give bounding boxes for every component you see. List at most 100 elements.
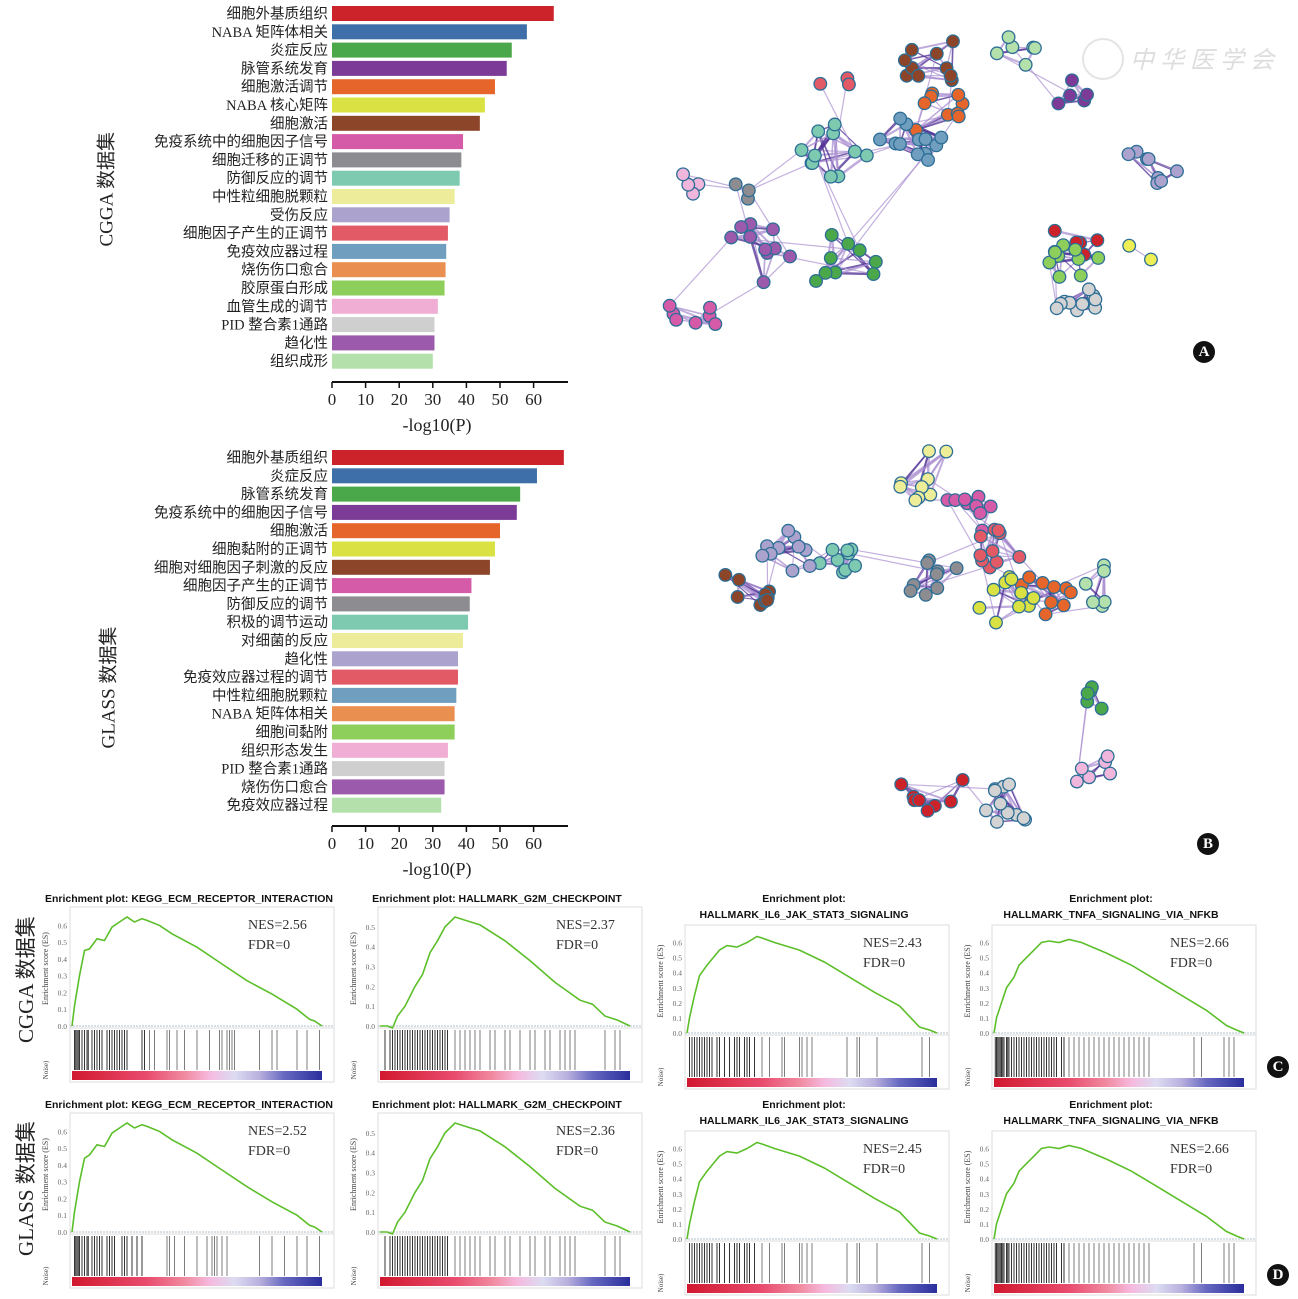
gsea-rank-color-bar [994,1078,1244,1087]
network-node-cluster-gray [920,556,935,570]
x-tick-label: 30 [424,390,441,409]
bar-category-label: 细胞间黏附 [256,724,329,741]
bar-category-label: 防御反应的调节 [227,595,329,613]
bar [332,596,470,612]
network-node-cluster-pink-light [1100,749,1115,764]
gsea-y-tick-label: 0.3 [673,984,683,993]
x-tick-label: 0 [328,390,337,409]
gsea-title: HALLMARK_IL6_JAK_STAT3_SIGNALING [699,909,909,921]
gsea-chart: 0.0 0.1 0.2 0.3 0.4 0.5 0.6 Enrichment score (E… [41,906,335,1083]
network-node-cluster-yellow [939,444,954,459]
gsea-nes-value: NES=2.52 [248,1124,307,1139]
gsea-plot: Enrichment plot: HALLMARK_G2M_CHECKPOINT… [348,891,646,1091]
gsea-y-tick-label: 0.2 [366,1188,376,1197]
network-edge [749,236,765,283]
gsea-noise-label: Noise) [350,1060,358,1079]
network-node-cluster-silver [979,803,993,818]
network-node-cluster-green [841,236,856,251]
gsea-y-tick-label: 0.2 [673,1205,683,1214]
network-node-cluster-magenta [983,499,998,514]
network-node-cluster-orange [917,96,932,111]
bar-category-label: 细胞对细胞因子刺激的反应 [154,558,328,576]
network-node-cluster-violet [1080,87,1094,102]
bar-category-label: 细胞黏附的正调节 [212,541,328,558]
network-node-cluster-green [823,251,838,265]
gsea-title: Enrichment plot: [1069,1099,1153,1111]
network-node-cluster-salmon [841,77,856,92]
gsea-title: Enrichment plot: [762,893,846,905]
gsea-y-tick-label: 0.4 [366,943,376,952]
x-axis-label: -log10(P) [403,859,472,880]
network-edge [830,133,834,177]
network-node-cluster-red [1047,223,1062,238]
network-node-cluster-purple [724,230,739,245]
network-node-cluster-lime-yellow [1012,599,1026,614]
bar [332,541,495,557]
bar-category-label: 免疫效应器过程的调节 [183,668,328,686]
cgga-gsea-row-label: CGGA 数据集 [14,916,38,1043]
network-node-cluster-purple [758,242,773,257]
gsea-title: Enrichment plot: HALLMARK_G2M_CHECKPOINT [372,893,622,905]
network-node-cluster-purple [783,249,797,264]
gsea-y-tick-label: 0.2 [366,982,376,991]
bar [332,633,464,648]
bar-category-label: 炎症反应 [270,467,328,485]
gsea-rank-color-bar [380,1071,630,1080]
gsea-fdr-value: FDR=0 [556,1144,598,1159]
gsea-y-tick-label: 0.3 [673,1190,683,1199]
network-node-cluster-lavender [1154,174,1169,188]
gsea-plot: Enrichment plot: HALLMARK_TNFA_SIGNALING_… [962,1097,1260,1297]
network-node-cluster-brown [731,572,746,587]
gsea-fdr-value: FDR=0 [556,938,598,953]
network-node-cluster-lime-yellow [972,600,987,615]
network-edge [848,552,938,572]
gsea-chart: 0.0 0.1 0.2 0.3 0.4 0.5 0.6 Enrichment score (E… [656,924,950,1090]
gsea-y-tick-label: 0.6 [673,939,683,948]
bar-category-label: 对细菌的反应 [241,632,328,650]
gsea-title: Enrichment plot: KEGG_ECM_RECEPTOR_INTER… [44,893,333,905]
bar-category-label: 细胞外基质组织 [227,6,329,23]
x-tick-label: 10 [357,834,374,853]
gsea-title: Enrichment plot: KEGG_ECM_RECEPTOR_INTER… [44,1099,333,1111]
gsea-y-axis-label: Enrichment score (ES) [41,1138,50,1211]
network-node-cluster-green [824,227,839,242]
network-edge [980,535,1020,558]
bar-category-label: NABA 矩阵体相关 [212,706,328,723]
watermark-seal-icon [1082,38,1124,80]
network-node-cluster-red [1090,233,1105,248]
x-tick-label: 30 [424,834,441,853]
gsea-y-axis-label: Enrichment score (ES) [963,1150,972,1223]
bar-category-label: 细胞迁移的正调节 [212,152,328,169]
network-node-cluster-purple [734,220,749,234]
gsea-y-tick-label: 0.5 [673,1160,683,1169]
bar-category-label: 趋化性 [285,335,329,352]
network-edge [915,94,959,131]
network-node-cluster-lime-yellow [986,582,1001,597]
gsea-title: Enrichment plot: [1069,893,1153,905]
network-node-cluster-orange [1022,570,1037,585]
gsea-y-tick-label: 0.4 [980,1175,990,1184]
bar [332,450,564,465]
bar [332,614,469,630]
network-node-cluster-lime-yellow [1004,572,1019,587]
network-node-cluster-magenta [662,298,677,313]
gsea-rank-color-bar [72,1277,322,1286]
gsea-fdr-value: FDR=0 [248,938,290,953]
gsea-plot: Enrichment plot: HALLMARK_G2M_CHECKPOINT… [348,1097,646,1297]
network-node-cluster-lime-yellow [1026,591,1041,605]
network-node-cluster-teal [840,543,855,558]
bar [332,559,490,575]
network-edge [724,574,761,606]
network-node-cluster-orange [1047,580,1061,595]
gsea-y-tick-label: 0.3 [366,1169,376,1178]
network-node-cluster-mint [1027,41,1042,55]
network-node-cluster-gray [929,567,944,582]
bar-category-label: 细胞因子产生的正调节 [183,225,328,242]
glass-gsea-row-label: GLASS 数据集 [14,1121,38,1256]
network-edge [748,149,802,191]
gsea-es-line [686,1141,938,1240]
bar [332,189,455,204]
network-node-cluster-teal [847,144,862,159]
network-node-cluster-teal [823,169,838,184]
